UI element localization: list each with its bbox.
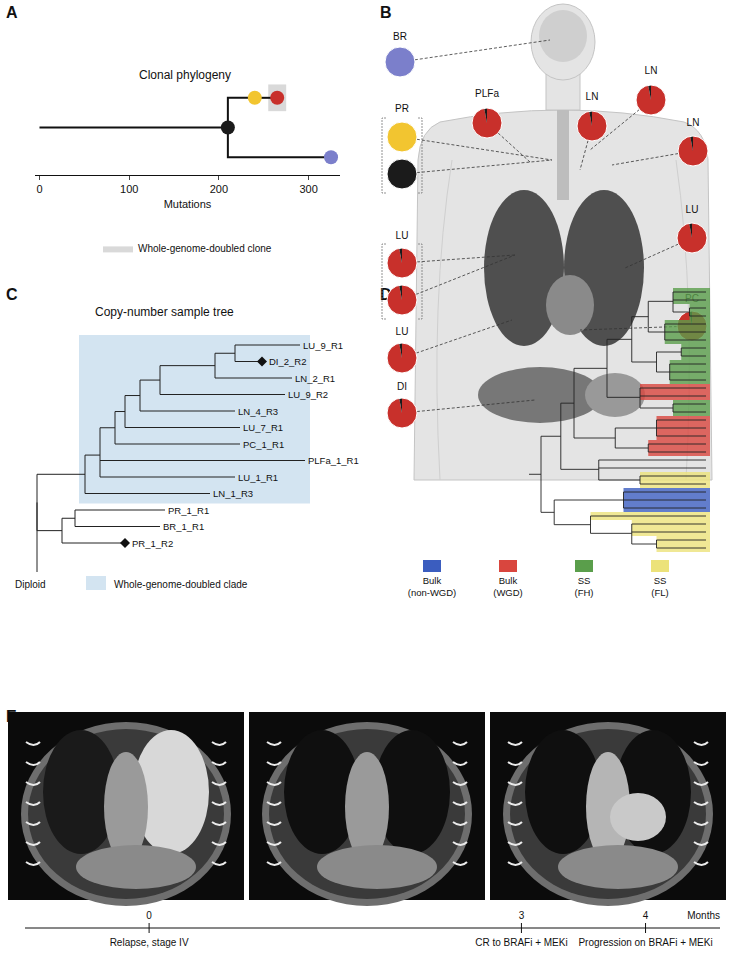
svg-text:Bulk: Bulk	[423, 575, 442, 586]
svg-text:Mutations: Mutations	[164, 198, 212, 210]
svg-text:Whole-genome-doubled clade: Whole-genome-doubled clade	[114, 579, 248, 590]
svg-text:LU_1_R1: LU_1_R1	[238, 472, 278, 483]
svg-text:LN: LN	[687, 117, 700, 128]
svg-text:3: 3	[519, 910, 525, 921]
svg-text:LN_4_R3: LN_4_R3	[238, 406, 278, 417]
svg-text:PR_1_R1: PR_1_R1	[168, 505, 209, 516]
svg-text:SS: SS	[654, 575, 667, 586]
svg-text:LU_9_R1: LU_9_R1	[303, 340, 343, 351]
svg-text:Progression on BRAFi + MEKi: Progression on BRAFi + MEKi	[578, 937, 712, 948]
svg-text:Copy-number sample tree: Copy-number sample tree	[95, 305, 234, 319]
svg-text:PR: PR	[395, 103, 409, 114]
svg-text:Whole-genome-doubled clone: Whole-genome-doubled clone	[138, 243, 272, 254]
svg-text:DI_2_R2: DI_2_R2	[269, 356, 307, 367]
svg-text:LU: LU	[396, 230, 409, 241]
svg-text:LU: LU	[686, 204, 699, 215]
svg-text:BR: BR	[393, 31, 407, 42]
svg-text:PLFa_1_R1: PLFa_1_R1	[308, 455, 359, 466]
svg-text:LN: LN	[645, 65, 658, 76]
svg-text:(FL): (FL)	[651, 587, 668, 598]
svg-text:DI: DI	[397, 381, 407, 392]
svg-text:BR_1_R1: BR_1_R1	[163, 521, 204, 532]
svg-text:Relapse, stage IV: Relapse, stage IV	[110, 937, 189, 948]
svg-text:PLFa: PLFa	[475, 88, 499, 99]
svg-text:100: 100	[120, 183, 138, 195]
svg-text:LU: LU	[396, 326, 409, 337]
svg-text:SS: SS	[578, 575, 591, 586]
svg-text:A: A	[6, 4, 18, 21]
svg-text:4: 4	[643, 910, 649, 921]
svg-text:PC_1_R1: PC_1_R1	[243, 439, 284, 450]
svg-text:(FH): (FH)	[575, 587, 594, 598]
svg-text:LU_9_R2: LU_9_R2	[288, 389, 328, 400]
svg-text:200: 200	[210, 183, 228, 195]
svg-text:LN_2_R1: LN_2_R1	[295, 373, 335, 384]
svg-text:PR_1_R2: PR_1_R2	[132, 538, 173, 549]
svg-text:Bulk: Bulk	[499, 575, 518, 586]
svg-text:Clonal phylogeny: Clonal phylogeny	[139, 68, 231, 82]
svg-text:(WGD): (WGD)	[493, 587, 523, 598]
svg-text:C: C	[6, 286, 18, 303]
svg-text:0: 0	[146, 910, 152, 921]
svg-text:B: B	[380, 4, 392, 21]
svg-text:CR to BRAFi + MEKi: CR to BRAFi + MEKi	[475, 937, 568, 948]
svg-text:300: 300	[299, 183, 317, 195]
svg-text:LU_7_R1: LU_7_R1	[243, 422, 283, 433]
svg-text:Diploid: Diploid	[15, 579, 46, 590]
svg-text:0: 0	[36, 183, 42, 195]
svg-text:Months: Months	[687, 910, 720, 921]
svg-text:LN: LN	[586, 91, 599, 102]
svg-text:(non-WGD): (non-WGD)	[408, 587, 457, 598]
svg-text:LN_1_R3: LN_1_R3	[213, 488, 253, 499]
